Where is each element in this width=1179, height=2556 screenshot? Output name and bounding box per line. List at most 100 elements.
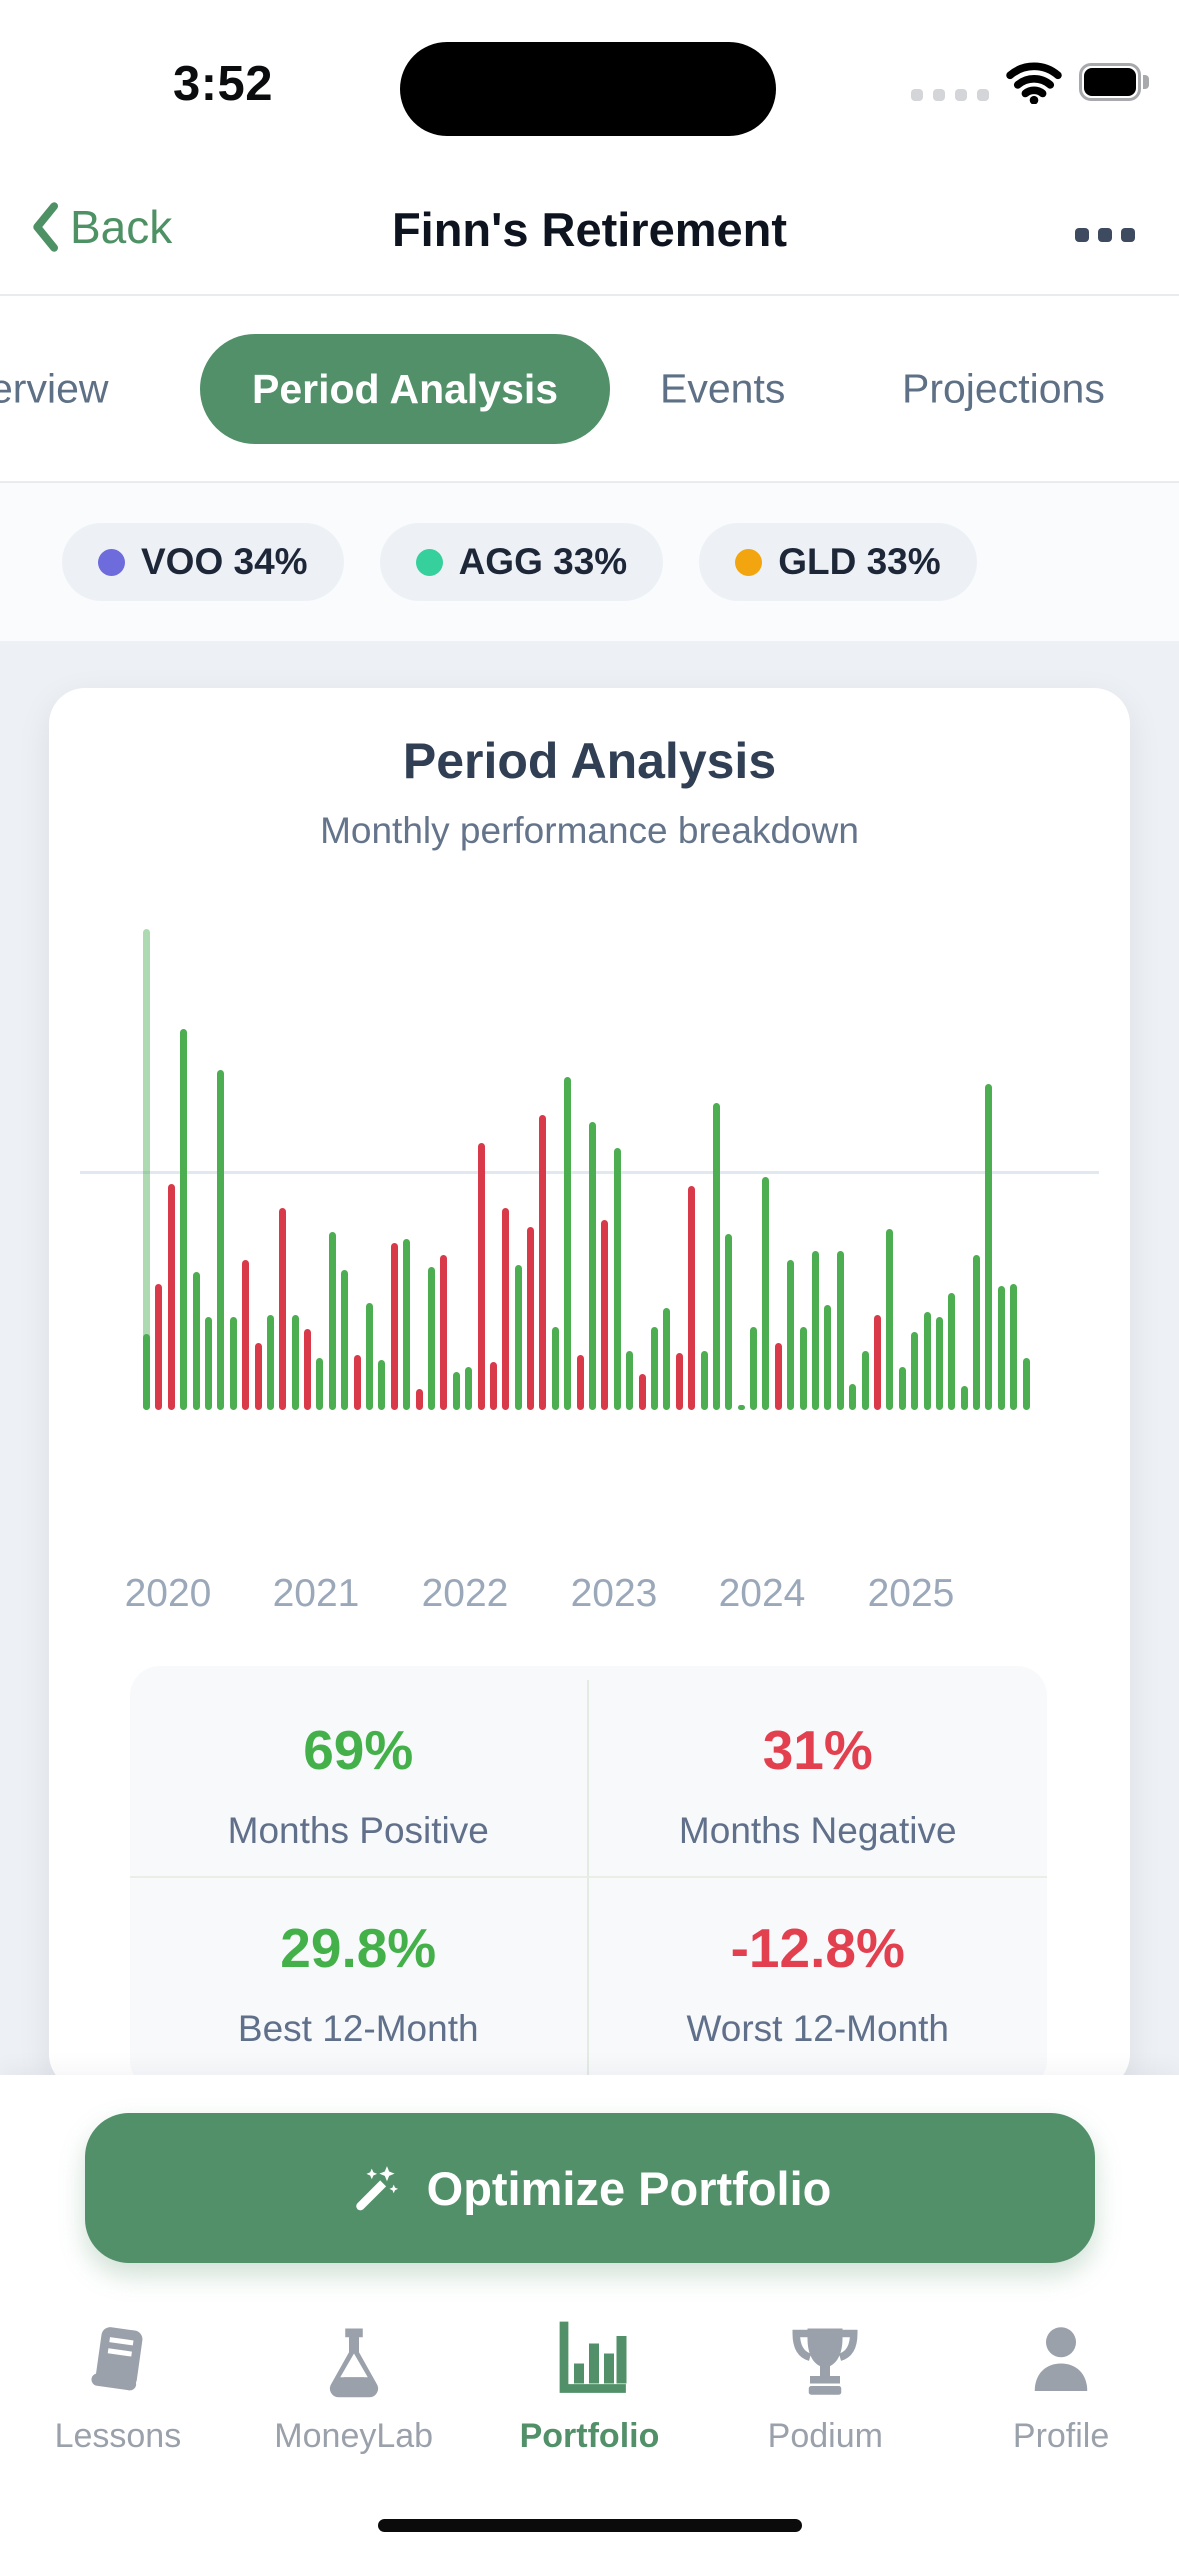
x-axis-label: 2020 xyxy=(124,1572,212,1615)
chart-bar xyxy=(427,1267,435,1410)
chart-bar xyxy=(960,1386,968,1410)
chart-bar-ghost xyxy=(143,929,150,1410)
chart-bar xyxy=(390,1243,398,1410)
trophy-icon xyxy=(785,2321,865,2401)
chart-bar xyxy=(626,1350,634,1410)
nav-item-label: MoneyLab xyxy=(274,2417,434,2455)
nav-item-profile[interactable]: Profile xyxy=(943,2321,1179,2456)
chart-bar xyxy=(279,1207,287,1410)
chart-bar xyxy=(712,1103,720,1410)
chart-bar xyxy=(502,1207,510,1410)
chart-bar xyxy=(143,1333,150,1410)
chart-bar xyxy=(452,1371,460,1410)
book-icon xyxy=(78,2321,158,2401)
magic-wand-icon xyxy=(349,2161,403,2215)
legend-chip-gld[interactable]: GLD 33% xyxy=(699,523,977,601)
chart-bar xyxy=(204,1317,212,1410)
chart-bar xyxy=(167,1183,175,1410)
chart-bar xyxy=(539,1114,547,1410)
legend-label: AGG 33% xyxy=(458,541,628,582)
nav-item-portfolio[interactable]: Portfolio xyxy=(472,2321,708,2456)
nav-item-label: Profile xyxy=(1012,2417,1110,2455)
stat-months-positive: 69% Months Positive xyxy=(130,1680,589,1878)
chart-bar xyxy=(366,1302,373,1410)
chart-bar xyxy=(750,1326,758,1410)
chart-bar xyxy=(242,1260,250,1410)
chart-bar xyxy=(378,1360,386,1410)
back-button[interactable]: Back xyxy=(28,200,172,254)
chart-bar xyxy=(527,1226,535,1410)
chart-bar xyxy=(836,1250,844,1410)
chart-bar xyxy=(477,1143,485,1410)
nav-item-label: Lessons xyxy=(54,2417,182,2455)
chart-bar xyxy=(886,1229,894,1410)
chart-bar xyxy=(638,1374,646,1410)
tab-period-analysis[interactable]: Period Analysis xyxy=(200,333,611,444)
dynamic-island xyxy=(400,42,776,136)
stat-value: -12.8% xyxy=(730,1917,905,1979)
more-menu-button[interactable] xyxy=(1075,228,1135,242)
status-icons xyxy=(911,60,1149,104)
legend-chip-agg[interactable]: AGG 33% xyxy=(379,523,664,601)
optimize-portfolio-button[interactable]: Optimize Portfolio xyxy=(85,2113,1095,2263)
legend-dot xyxy=(415,548,443,576)
tab-events[interactable]: Events xyxy=(660,365,786,411)
cellular-signal-icon xyxy=(911,89,989,101)
chart-bar xyxy=(675,1352,683,1410)
nav-item-podium[interactable]: Podium xyxy=(707,2321,943,2456)
wifi-icon xyxy=(1005,60,1063,104)
nav-item-label: Podium xyxy=(767,2417,883,2455)
chart-bar xyxy=(1010,1283,1018,1410)
chart-bar xyxy=(341,1269,349,1410)
chart-bar xyxy=(217,1069,225,1410)
chart-bar xyxy=(861,1350,869,1410)
chart-bar xyxy=(465,1367,473,1410)
chart-bar xyxy=(873,1314,881,1410)
holdings-legend: VOO 34% AGG 33% GLD 33% xyxy=(0,483,1179,641)
chart-bar xyxy=(192,1272,200,1410)
stat-label: Best 12-Month xyxy=(237,2008,479,2049)
chart-bar xyxy=(973,1255,981,1410)
chart-bar xyxy=(898,1367,906,1410)
bottom-nav: Lessons MoneyLab Portfolio Podium Profile xyxy=(0,2321,1179,2456)
chart-bar xyxy=(812,1250,819,1410)
tab-erview[interactable]: erview xyxy=(0,365,109,411)
tab-projections[interactable]: Projections xyxy=(902,365,1105,411)
nav-item-moneylab[interactable]: MoneyLab xyxy=(236,2321,472,2456)
chart-bar xyxy=(700,1350,708,1410)
stat-label: Worst 12-Month xyxy=(686,2008,950,2049)
scroll-content[interactable]: Period Analysis Monthly performance brea… xyxy=(0,641,1179,2090)
stat-worst-12-month: -12.8% Worst 12-Month xyxy=(589,1878,1048,2076)
x-axis-label: 2025 xyxy=(867,1572,955,1615)
nav-item-lessons[interactable]: Lessons xyxy=(0,2321,236,2456)
chart-bar xyxy=(650,1326,658,1410)
chart-bar xyxy=(304,1329,312,1410)
chart-bar xyxy=(589,1122,596,1410)
chart-bar xyxy=(266,1314,274,1410)
chart-bar xyxy=(440,1255,448,1410)
chart-bar xyxy=(564,1076,572,1410)
cta-label: Optimize Portfolio xyxy=(426,2161,832,2215)
status-time: 3:52 xyxy=(172,57,274,111)
bottom-bar: Optimize Portfolio Lessons MoneyLab Portfo… xyxy=(0,2075,1179,2556)
chart-bar xyxy=(316,1357,324,1410)
chart-bar xyxy=(762,1176,770,1410)
chart-bar xyxy=(155,1283,163,1410)
chart-bar xyxy=(229,1317,237,1410)
chart-bar xyxy=(948,1293,956,1410)
chart-bar xyxy=(725,1233,733,1410)
chart-bar xyxy=(663,1307,671,1410)
chart-bar xyxy=(353,1355,361,1410)
legend-chip-voo[interactable]: VOO 34% xyxy=(62,523,344,601)
chart-bar xyxy=(985,1083,993,1410)
chart-bar xyxy=(328,1231,336,1410)
chart-bar xyxy=(576,1355,584,1410)
chart-bar xyxy=(799,1326,807,1410)
bar-chart-icon xyxy=(549,2321,629,2401)
chart-bar xyxy=(923,1312,931,1410)
chart-bar xyxy=(415,1388,423,1410)
nav-item-label: Portfolio xyxy=(519,2417,660,2455)
legend-label: GLD 33% xyxy=(778,541,941,582)
chart-bar xyxy=(787,1260,795,1410)
battery-icon xyxy=(1079,63,1149,101)
